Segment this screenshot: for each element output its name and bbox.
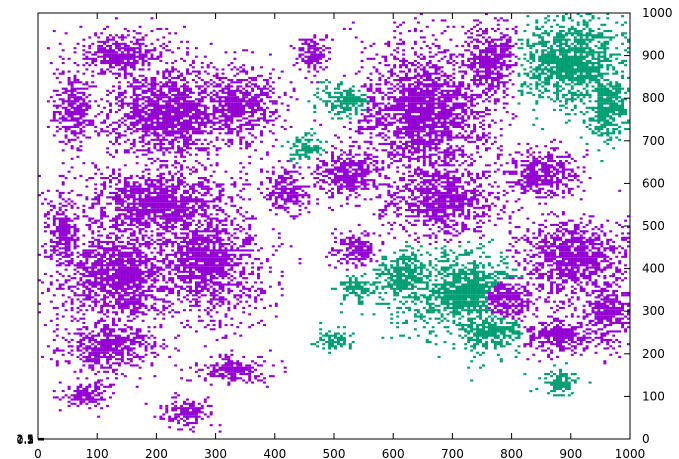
left-tick-label: 1.5 [17,433,35,446]
left-tick-label: 2.5 [17,432,35,445]
left-tick-label: 1 [27,434,34,447]
y-tick-label: 200 [642,347,665,361]
y-axis-left: 0.511.522.5 [17,432,44,447]
y-tick-label: 400 [642,262,665,276]
x-tick-label: 800 [500,447,523,459]
y-tick-label: 1000 [642,6,673,20]
heatmap-class-2-cells [280,13,630,397]
left-tick-label: 2 [27,433,34,446]
x-tick-label: 200 [145,447,168,459]
y-tick-label: 900 [642,49,665,63]
y-tick-label: 500 [642,219,665,233]
y-tick-label: 700 [642,134,665,148]
y-tick-label: 300 [642,304,665,318]
y-tick-label: 0 [642,432,650,446]
x-axis: 0 100 200 300 400 500 600 700 800 900 1000 [34,13,645,459]
y-tick-label: 100 [642,389,665,403]
y-tick-label: 800 [642,91,665,105]
x-tick-label: 300 [204,447,227,459]
heatmap-cells [38,13,630,433]
left-tick-label: 0.5 [17,434,35,447]
x-tick-label: 0 [34,447,42,459]
x-tick-label: 900 [559,447,582,459]
x-tick-label: 100 [86,447,109,459]
x-tick-label: 1000 [615,447,646,459]
y-axis-right: 0 100 200 300 400 500 600 700 800 900 1000 [624,6,673,446]
y-tick-label: 600 [642,176,665,190]
x-tick-label: 400 [263,447,286,459]
x-tick-label: 600 [382,447,405,459]
x-tick-label: 500 [323,447,346,459]
x-tick-label: 700 [441,447,464,459]
